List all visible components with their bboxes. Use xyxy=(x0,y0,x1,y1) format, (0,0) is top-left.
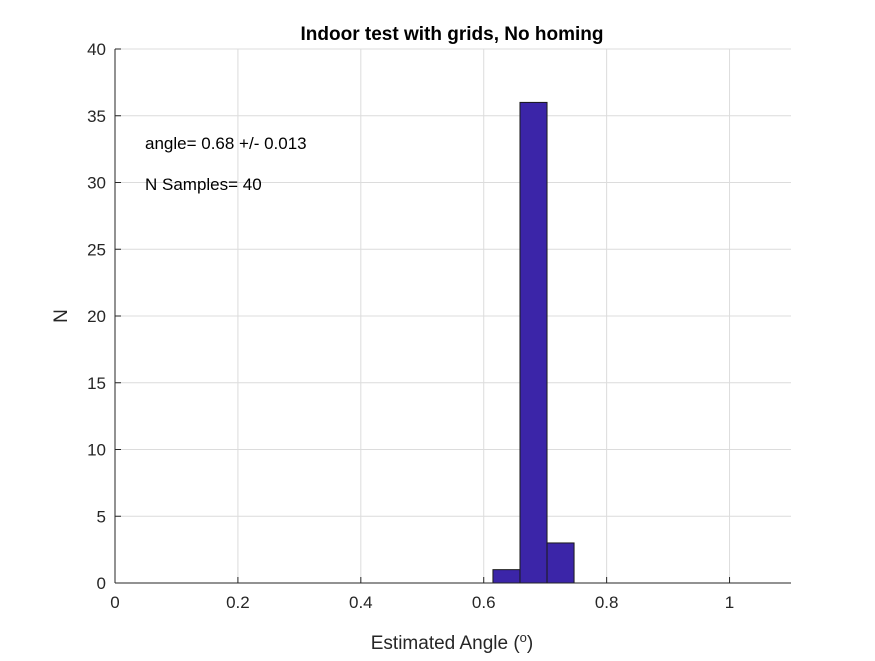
y-tick-label: 30 xyxy=(87,174,106,193)
chart-title: Indoor test with grids, No homing xyxy=(301,24,604,45)
x-tick-label: 0.4 xyxy=(349,593,373,612)
y-tick-label: 15 xyxy=(87,374,106,393)
y-tick-label: 10 xyxy=(87,441,106,460)
bars xyxy=(492,101,575,584)
histogram-bar xyxy=(519,101,548,584)
y-axis-label: N xyxy=(51,309,72,323)
annotation-n-samples: N Samples= 40 xyxy=(145,175,262,194)
x-tick-label: 0.6 xyxy=(472,593,496,612)
y-tick-label: 25 xyxy=(87,240,106,259)
x-tick-label: 0.2 xyxy=(226,593,250,612)
x-axis-label-superscript: o xyxy=(520,630,527,645)
x-axis-label: Estimated Angle (o) xyxy=(371,630,533,655)
x-axis-label-suffix: ) xyxy=(527,633,533,654)
x-tick-label: 0 xyxy=(110,593,119,612)
y-tick-label: 20 xyxy=(87,307,106,326)
y-tick-label: 40 xyxy=(87,40,106,59)
y-tick-label: 0 xyxy=(97,574,106,593)
y-tick-label: 5 xyxy=(97,507,106,526)
histogram-bar xyxy=(492,569,521,584)
x-tick-label: 1 xyxy=(725,593,734,612)
annotation-angle: angle= 0.68 +/- 0.013 xyxy=(145,134,307,153)
x-tick-label: 0.8 xyxy=(595,593,619,612)
y-tick-label: 35 xyxy=(87,107,106,126)
histogram-bar xyxy=(546,542,575,584)
x-axis-label-main: Estimated Angle ( xyxy=(371,633,521,654)
grid xyxy=(115,48,791,583)
